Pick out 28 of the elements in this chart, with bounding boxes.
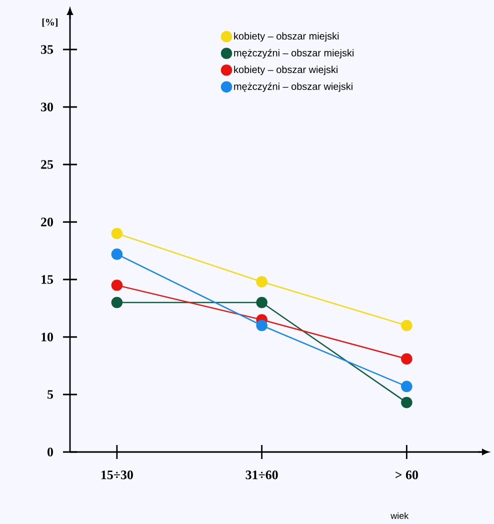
x-tick-label: 31÷60: [246, 470, 278, 480]
legend-label: kobiety – obszar wiejski: [234, 66, 338, 76]
y-tick-label: 5: [48, 390, 54, 399]
point: [256, 320, 268, 332]
legend-label: mężczyźni – obszar miejski: [234, 48, 354, 58]
y-tick-label: 25: [41, 160, 54, 169]
x-tick-label: > 60: [396, 470, 418, 480]
point: [111, 248, 123, 260]
y-tick-label: 15: [42, 275, 54, 284]
y-tick-label: 10: [42, 332, 53, 342]
point: [256, 276, 268, 288]
y-tick-label: 35: [41, 45, 54, 54]
point: [401, 353, 412, 364]
point: [401, 320, 412, 332]
x-tick-label: 15÷30: [101, 470, 133, 480]
x-axis-title: wiek: [390, 512, 409, 519]
legend-label: kobiety – obszar miejski: [234, 32, 339, 42]
legend-label: mężczyźni – obszar wiejski: [234, 82, 352, 92]
y-tick-label: 20: [41, 218, 53, 226]
point: [111, 228, 123, 240]
point: [256, 296, 268, 308]
point: [401, 380, 412, 392]
y-tick-label: 0: [48, 448, 53, 456]
point: [111, 280, 123, 291]
point: [111, 296, 123, 308]
y-axis-title: [%]: [42, 18, 58, 27]
point: [401, 396, 412, 408]
y-tick-label: 30: [41, 102, 53, 112]
